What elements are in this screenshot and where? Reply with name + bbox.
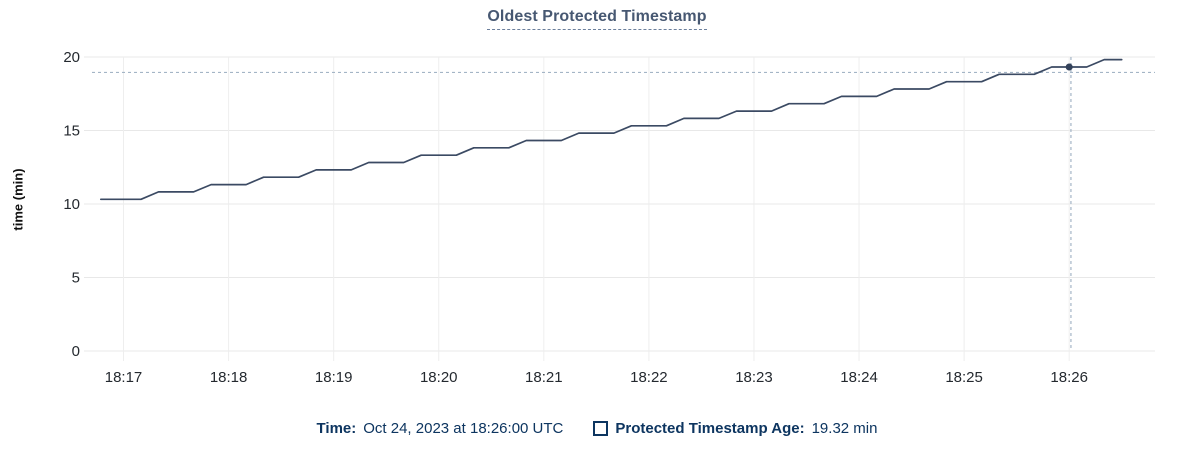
series-line-protected-timestamp-age [99, 58, 1123, 201]
x-tick-label: 18:19 [315, 369, 353, 386]
x-tick-label: 18:24 [840, 369, 878, 386]
legend-series-item[interactable]: Protected Timestamp Age: 19.32 min [593, 420, 877, 437]
x-tick-label: 18:20 [420, 369, 458, 386]
x-tick-label: 18:22 [630, 369, 668, 386]
y-tick-label: 10 [63, 196, 80, 213]
y-tick-label: 15 [63, 123, 80, 140]
chart-title[interactable]: Oldest Protected Timestamp [487, 8, 707, 30]
legend-checkbox-icon[interactable] [593, 421, 609, 436]
legend-time-label: Time: [316, 420, 357, 437]
y-tick-label: 5 [72, 270, 80, 287]
y-tick-label: 0 [72, 343, 80, 360]
y-tick-label: 20 [63, 49, 80, 66]
x-tick-label: 18:23 [735, 369, 773, 386]
legend-series-label: Protected Timestamp Age: [615, 420, 805, 437]
chart-legend: Time: Oct 24, 2023 at 18:26:00 UTC Prote… [0, 420, 1194, 437]
legend-series-value: 19.32 min [811, 420, 878, 437]
legend-time-item: Time: Oct 24, 2023 at 18:26:00 UTC [317, 420, 564, 437]
x-tick-label: 18:21 [525, 369, 563, 386]
highlighted-point-dot [1065, 63, 1073, 71]
x-tick-label: 18:18 [210, 369, 248, 386]
x-tick-label: 18:17 [105, 369, 143, 386]
x-tick-label: 18:25 [945, 369, 983, 386]
chart-title-row: Oldest Protected Timestamp [0, 8, 1194, 30]
x-tick-label: 18:26 [1050, 369, 1088, 386]
legend-time-value: Oct 24, 2023 at 18:26:00 UTC [363, 420, 564, 437]
